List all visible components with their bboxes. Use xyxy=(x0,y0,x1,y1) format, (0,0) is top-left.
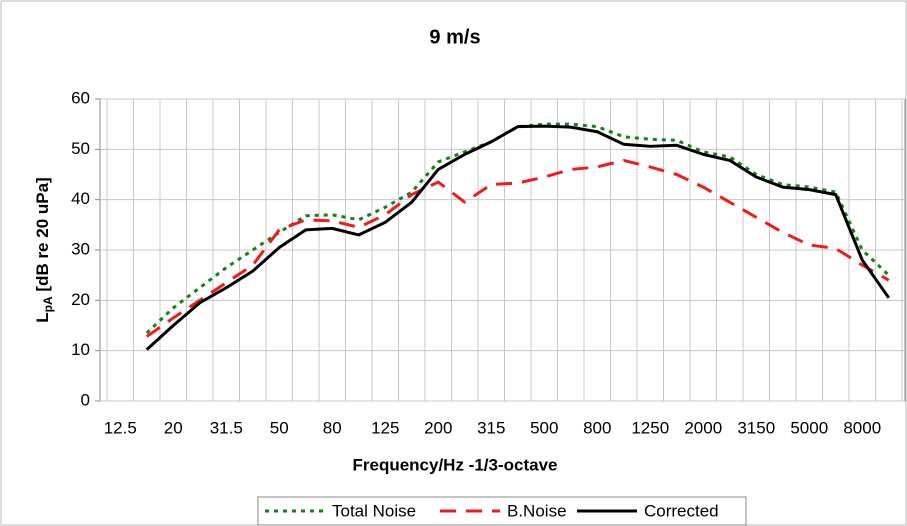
legend-label: B.Noise xyxy=(507,501,567,520)
chart-title: 9 m/s xyxy=(429,26,480,48)
legend-label: Corrected xyxy=(644,501,719,520)
x-tick-label: 8000 xyxy=(843,418,881,437)
x-tick-label: 800 xyxy=(583,418,611,437)
series-line xyxy=(145,124,890,351)
x-tick-label: 500 xyxy=(530,418,558,437)
y-axis-label: LpA [dB re 20 uPa] xyxy=(33,177,55,322)
y-tick-label: 40 xyxy=(71,189,90,208)
y-tick-label: 20 xyxy=(71,290,90,309)
y-label-rest: [dB re 20 uPa] xyxy=(33,177,52,296)
y-tick-label: 0 xyxy=(81,390,90,409)
x-tick-label: 125 xyxy=(371,418,399,437)
x-tick-label: 50 xyxy=(270,418,289,437)
y-tick-label: 30 xyxy=(71,239,90,258)
x-tick-label: 12.5 xyxy=(104,418,137,437)
series-line xyxy=(145,122,890,335)
x-tick-label: 200 xyxy=(424,418,452,437)
y-label-sub: pA xyxy=(41,296,55,312)
legend-box xyxy=(257,496,747,526)
series-line xyxy=(145,158,890,338)
x-tick-label: 80 xyxy=(323,418,342,437)
x-tick-label: 3150 xyxy=(737,418,775,437)
x-tick-label: 31.5 xyxy=(210,418,243,437)
y-tick-label: 60 xyxy=(71,88,90,107)
y-label-main: L xyxy=(33,312,52,322)
x-tick-label: 20 xyxy=(164,418,183,437)
legend-label: Total Noise xyxy=(332,501,416,520)
x-tick-label: 2000 xyxy=(684,418,722,437)
x-tick-label: 5000 xyxy=(790,418,828,437)
y-tick-label: 10 xyxy=(71,340,90,359)
x-axis-label: Frequency/Hz -1/3-octave xyxy=(352,455,557,474)
x-tick-label: 315 xyxy=(477,418,505,437)
y-tick-label: 50 xyxy=(71,139,90,158)
x-tick-label: 1250 xyxy=(631,418,669,437)
